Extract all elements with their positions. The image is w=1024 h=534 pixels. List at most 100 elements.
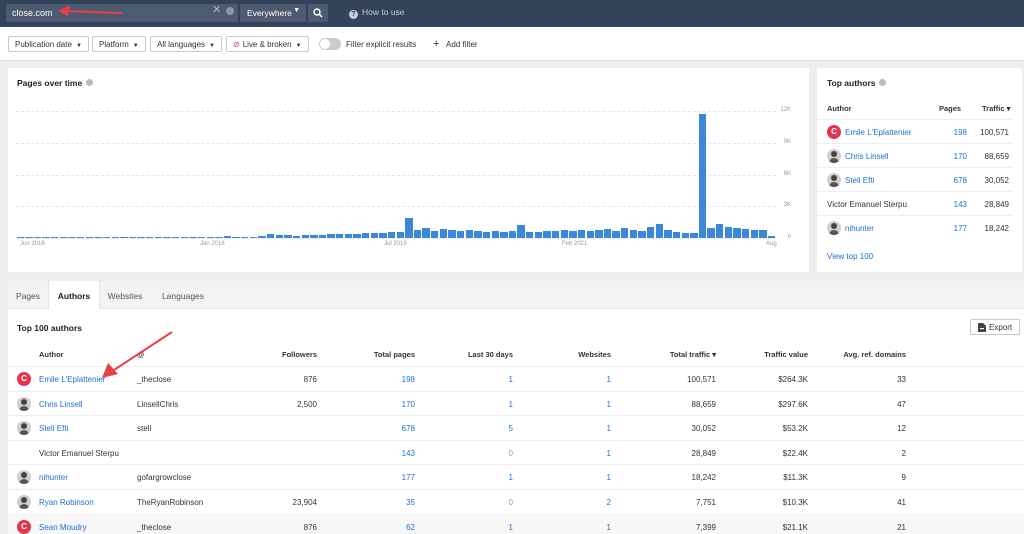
- last-30-days-cell[interactable]: 1: [508, 375, 513, 384]
- total-pages-cell[interactable]: 170: [401, 399, 415, 409]
- chart-bar[interactable]: [664, 229, 672, 238]
- chart-bar[interactable]: [672, 231, 681, 238]
- th-total-pages[interactable]: Total pages: [373, 350, 415, 359]
- clear-icon[interactable]: ✕: [212, 4, 222, 16]
- chart-bar[interactable]: [534, 232, 543, 238]
- add-filter-button[interactable]: Add filter: [446, 40, 478, 49]
- chart-bar[interactable]: [215, 236, 223, 238]
- chart-bar[interactable]: [586, 230, 594, 238]
- chart-bar[interactable]: [508, 231, 517, 238]
- chart-bar[interactable]: [85, 237, 93, 238]
- chart-bar[interactable]: [128, 237, 137, 238]
- websites-cell[interactable]: 1: [606, 424, 611, 434]
- last-30-days-cell[interactable]: 1: [508, 399, 513, 409]
- chart-bar[interactable]: [275, 234, 283, 238]
- tab-websites[interactable]: Websites: [107, 291, 143, 301]
- chart-bar[interactable]: [560, 230, 568, 238]
- tab-languages[interactable]: Languages: [161, 291, 205, 301]
- chart-bar[interactable]: [42, 237, 50, 238]
- chart-bar[interactable]: [646, 227, 655, 238]
- chart-bar[interactable]: [353, 233, 361, 238]
- chart-bar[interactable]: [137, 237, 145, 238]
- chart-bar[interactable]: [249, 236, 258, 238]
- websites-cell[interactable]: 1: [606, 473, 611, 483]
- author-cell[interactable]: Chris Linsell: [39, 399, 83, 409]
- chart-bar[interactable]: [500, 232, 508, 238]
- th-followers[interactable]: Followers: [281, 350, 317, 359]
- top-author-pages[interactable]: 678: [953, 176, 967, 185]
- chart-bar[interactable]: [638, 230, 646, 238]
- chart-bar[interactable]: [551, 230, 560, 238]
- chart-bar[interactable]: [439, 229, 448, 238]
- col-pages[interactable]: Pages: [939, 104, 962, 113]
- search-help-icon[interactable]: [226, 7, 234, 15]
- chart-bar[interactable]: [284, 235, 292, 238]
- chart-bar[interactable]: [33, 237, 42, 238]
- chart-bar[interactable]: [25, 237, 33, 238]
- chart-bar[interactable]: [621, 228, 629, 238]
- chart-bar[interactable]: [543, 231, 551, 238]
- chart-bar[interactable]: [690, 233, 698, 238]
- top-author-name[interactable]: Chris Linsell: [845, 152, 889, 161]
- chart-bar[interactable]: [292, 235, 301, 238]
- chart-bar[interactable]: [629, 230, 638, 238]
- chart-bar[interactable]: [577, 229, 586, 238]
- chart-bar[interactable]: [189, 236, 197, 238]
- info-icon[interactable]: [879, 79, 887, 86]
- chart-bar[interactable]: [370, 232, 378, 238]
- chart-bar[interactable]: [171, 237, 180, 238]
- chart-bar[interactable]: [707, 228, 715, 238]
- chart-bar[interactable]: [431, 230, 439, 238]
- total-pages-cell[interactable]: 143: [401, 448, 415, 458]
- explicit-toggle[interactable]: [319, 38, 341, 50]
- chart-bar[interactable]: [344, 233, 353, 238]
- websites-cell[interactable]: 1: [606, 522, 611, 532]
- chart-bar[interactable]: [379, 232, 387, 238]
- websites-cell[interactable]: 2: [606, 498, 611, 507]
- info-icon[interactable]: [86, 79, 94, 86]
- view-top-100-link[interactable]: View top 100: [827, 252, 874, 261]
- chart-bar[interactable]: [154, 237, 163, 238]
- chart-bar[interactable]: [482, 231, 491, 238]
- chart-bar[interactable]: [569, 231, 577, 238]
- total-pages-cell[interactable]: 198: [401, 375, 415, 384]
- chart-bar[interactable]: [68, 237, 76, 238]
- chart-bar[interactable]: [180, 237, 188, 238]
- top-author-name[interactable]: nihunter: [845, 224, 874, 233]
- chart-bar[interactable]: [741, 229, 750, 238]
- tab-authors[interactable]: Authors: [48, 281, 100, 310]
- how-to-use-link[interactable]: ? How to use: [349, 7, 405, 19]
- chart-bar[interactable]: [206, 237, 214, 238]
- chart-bar[interactable]: [595, 230, 603, 238]
- chart-bar[interactable]: [59, 237, 68, 238]
- chart-bar[interactable]: [655, 224, 663, 238]
- chart-bar[interactable]: [681, 232, 689, 238]
- chart-bar[interactable]: [361, 233, 370, 238]
- chart-bar[interactable]: [603, 229, 612, 238]
- chart-bar[interactable]: [448, 230, 456, 238]
- total-pages-cell[interactable]: 678: [401, 424, 415, 434]
- total-pages-cell[interactable]: 177: [401, 473, 415, 483]
- chart-bar[interactable]: [258, 235, 266, 238]
- last-30-days-cell[interactable]: 1: [508, 473, 513, 483]
- chart-bar[interactable]: [767, 235, 776, 238]
- chart-bar[interactable]: [456, 230, 465, 238]
- author-cell[interactable]: nihunter: [39, 473, 68, 483]
- chart-bar[interactable]: [111, 237, 119, 238]
- tab-pages[interactable]: Pages: [15, 291, 41, 301]
- platform-filter[interactable]: Platform ▼: [92, 36, 146, 52]
- chart-bar[interactable]: [232, 237, 240, 238]
- websites-cell[interactable]: 1: [606, 375, 611, 384]
- chart-bar[interactable]: [301, 235, 309, 238]
- plus-icon[interactable]: +: [433, 38, 440, 50]
- websites-cell[interactable]: 1: [606, 448, 611, 458]
- top-author-pages[interactable]: 143: [953, 200, 967, 209]
- chart-bar[interactable]: [318, 234, 327, 238]
- search-button[interactable]: [308, 4, 328, 22]
- chart-bar[interactable]: [724, 227, 733, 238]
- last-30-days-cell[interactable]: 1: [508, 522, 513, 532]
- chart-bar[interactable]: [698, 114, 707, 238]
- chart-bar[interactable]: [413, 229, 422, 238]
- chart-bar[interactable]: [612, 230, 620, 238]
- chart-bar[interactable]: [51, 237, 59, 238]
